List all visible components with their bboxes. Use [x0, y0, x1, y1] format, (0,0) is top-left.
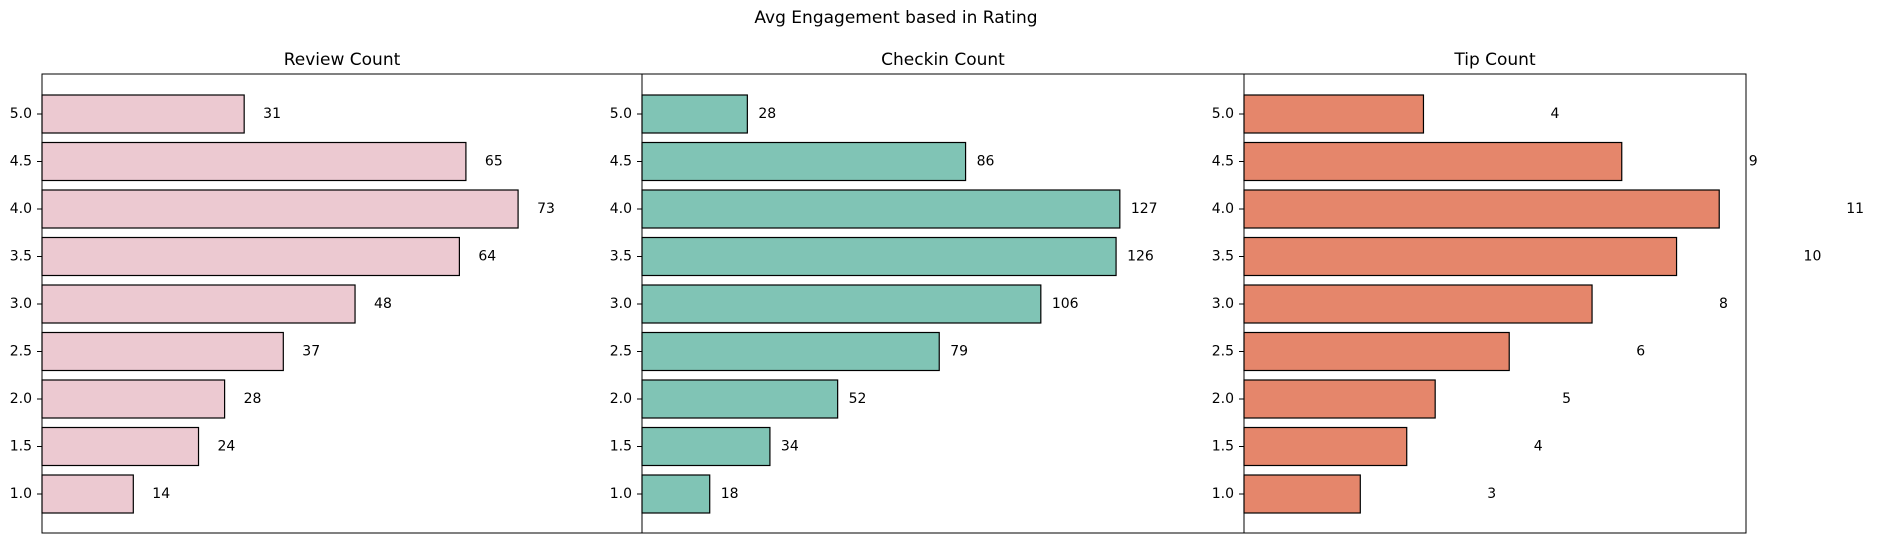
value-label: 28	[758, 106, 776, 122]
y-tick-label: 5.0	[1212, 106, 1234, 122]
panel-title: Review Count	[284, 50, 401, 70]
bar	[1243, 426, 1408, 467]
value-label: 86	[977, 154, 995, 170]
bar	[41, 94, 245, 134]
panel-title: Tip Count	[1453, 50, 1536, 70]
value-label: 14	[152, 486, 170, 502]
y-tick-label: 2.0	[1212, 391, 1234, 407]
bar	[1243, 94, 1425, 134]
value-label: 73	[537, 201, 555, 217]
y-tick-label: 3.0	[10, 296, 32, 312]
y-tick-label: 3.0	[1212, 296, 1234, 312]
y-tick-label: 1.0	[1212, 486, 1234, 502]
value-label: 3	[1487, 486, 1496, 502]
value-label: 126	[1127, 249, 1154, 265]
axes-frame	[1243, 73, 1747, 534]
value-label: 31	[263, 106, 281, 122]
y-tick-label: 4.0	[610, 201, 632, 217]
bar	[641, 474, 711, 514]
y-tick-label: 2.5	[1212, 344, 1234, 360]
value-label: 64	[478, 249, 496, 265]
y-tick-label: 4.5	[610, 154, 632, 170]
value-label: 4	[1534, 439, 1543, 455]
y-tick-label: 3.5	[1212, 249, 1234, 265]
y-tick-label: 5.0	[10, 106, 32, 122]
value-label: 8	[1719, 296, 1728, 312]
y-tick-label: 2.0	[10, 391, 32, 407]
bar	[1243, 141, 1623, 182]
value-label: 11	[1846, 201, 1864, 217]
value-label: 24	[218, 439, 236, 455]
y-tick-label: 4.5	[10, 154, 32, 170]
value-label: 65	[485, 154, 503, 170]
y-tick-label: 3.5	[610, 249, 632, 265]
bar	[41, 141, 467, 182]
value-label: 6	[1636, 344, 1645, 360]
y-tick-label: 1.5	[1212, 439, 1234, 455]
bar	[641, 426, 771, 467]
value-label: 5	[1562, 391, 1571, 407]
y-tick-label: 4.0	[10, 201, 32, 217]
value-label: 48	[374, 296, 392, 312]
bar	[41, 189, 519, 229]
y-tick-label: 1.0	[610, 486, 632, 502]
bar	[641, 236, 1117, 277]
bar	[41, 426, 200, 467]
bar	[1243, 189, 1720, 229]
y-tick-label: 1.5	[610, 439, 632, 455]
bar	[41, 331, 284, 372]
y-tick-label: 4.0	[1212, 201, 1234, 217]
bar	[1243, 331, 1510, 372]
value-label: 79	[950, 344, 968, 360]
panel-title: Checkin Count	[881, 50, 1005, 70]
bar	[41, 474, 134, 514]
y-tick-label: 2.0	[610, 391, 632, 407]
bar	[1243, 284, 1593, 324]
y-tick-label: 4.5	[1212, 154, 1234, 170]
bar	[41, 284, 356, 324]
value-label: 18	[721, 486, 739, 502]
value-label: 37	[302, 344, 320, 360]
bar	[41, 236, 460, 277]
value-label: 28	[244, 391, 262, 407]
bar	[641, 189, 1121, 229]
bar	[641, 141, 967, 182]
bar	[41, 379, 226, 419]
value-label: 9	[1749, 154, 1758, 170]
bar	[1243, 379, 1436, 419]
value-label: 127	[1131, 201, 1158, 217]
value-label: 10	[1804, 249, 1822, 265]
bar	[641, 94, 748, 134]
y-tick-label: 1.0	[10, 486, 32, 502]
bar	[1243, 474, 1361, 514]
figure-title: Avg Engagement based in Rating	[754, 8, 1037, 28]
y-tick-label: 2.5	[610, 344, 632, 360]
value-label: 34	[781, 439, 799, 455]
y-tick-label: 2.5	[10, 344, 32, 360]
value-label: 52	[849, 391, 867, 407]
bar	[1243, 236, 1678, 277]
value-label: 4	[1550, 106, 1559, 122]
y-tick-label: 3.0	[610, 296, 632, 312]
y-tick-label: 3.5	[10, 249, 32, 265]
value-label: 106	[1052, 296, 1079, 312]
y-tick-label: 5.0	[610, 106, 632, 122]
bar	[641, 284, 1042, 324]
bar	[641, 379, 839, 419]
y-tick-label: 1.5	[10, 439, 32, 455]
bar	[641, 331, 940, 372]
